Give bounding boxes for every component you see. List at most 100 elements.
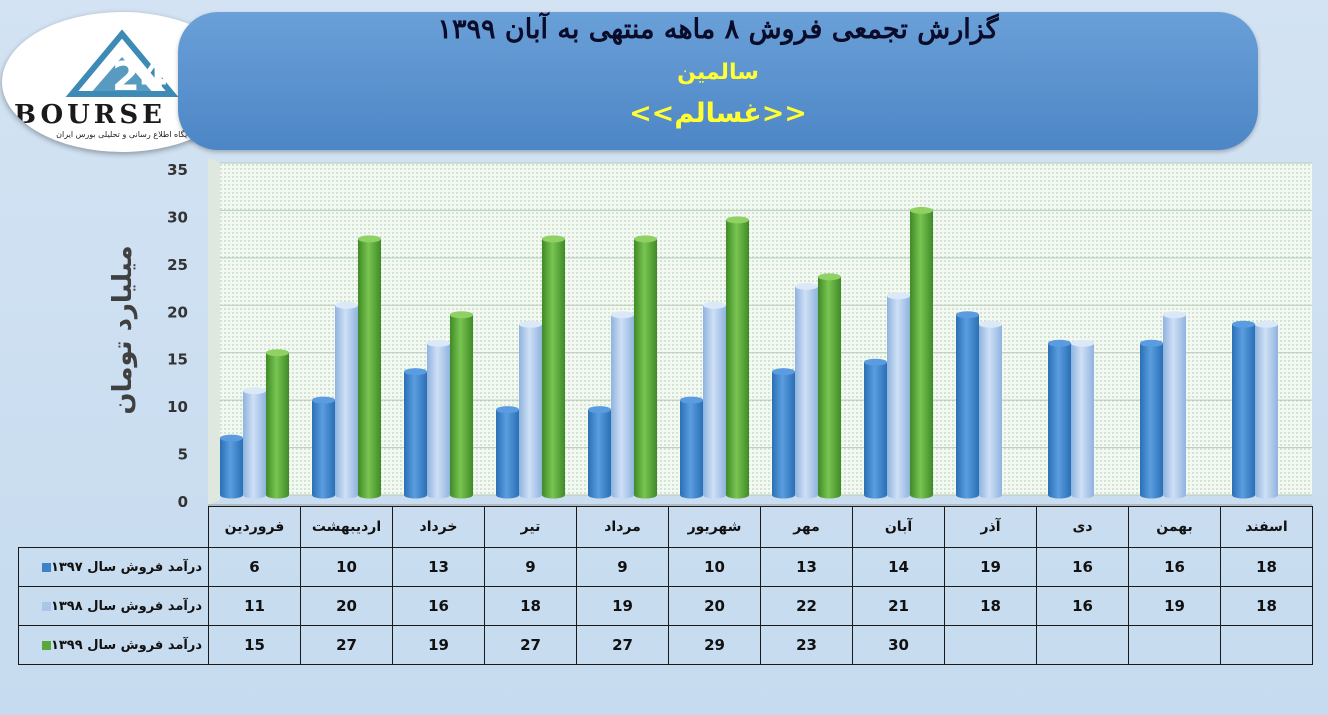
bar-top bbox=[335, 301, 358, 309]
data-label: 14 bbox=[852, 547, 945, 587]
bar-top bbox=[887, 292, 910, 300]
table-row: درآمد فروش سال ۱۳۹۹ 15 27 19 27 27 29 23 30 bbox=[18, 625, 1313, 665]
bar-top bbox=[519, 320, 542, 328]
y-tick-label: 0 bbox=[178, 493, 188, 511]
data-label: 19 bbox=[576, 586, 669, 626]
data-label: 16 bbox=[1036, 547, 1129, 587]
data-label: 18 bbox=[944, 586, 1037, 626]
table-row: درآمد فروش سال ۱۳۹۸ 11 20 16 18 19 20 22 21 18 16 1… bbox=[18, 586, 1313, 626]
bar-body bbox=[1255, 324, 1278, 495]
bar-top bbox=[496, 406, 519, 414]
y-tick-label: 35 bbox=[167, 161, 188, 179]
x-tick-label: خرداد bbox=[392, 506, 485, 548]
y-tick-label: 30 bbox=[167, 208, 188, 226]
bar-body bbox=[243, 390, 266, 495]
data-label: 13 bbox=[392, 547, 485, 587]
bar bbox=[266, 349, 289, 499]
y-tick-label: 20 bbox=[167, 303, 188, 321]
x-tick-label: دی bbox=[1036, 506, 1129, 548]
bar-top bbox=[1071, 339, 1094, 347]
bar-body bbox=[818, 276, 841, 495]
y-axis-label-text: میلیارد تومان bbox=[108, 245, 138, 415]
data-label: 29 bbox=[668, 625, 761, 665]
plot-side-wall bbox=[208, 158, 220, 505]
bar-body bbox=[910, 210, 933, 495]
bar-top bbox=[1140, 339, 1163, 347]
bar bbox=[496, 406, 519, 499]
data-label: 19 bbox=[944, 547, 1037, 587]
data-label: 18 bbox=[1220, 547, 1313, 587]
bar-top bbox=[312, 396, 335, 404]
header-banner bbox=[178, 12, 1258, 150]
bar bbox=[611, 311, 634, 499]
data-label: 20 bbox=[300, 586, 393, 626]
legend-label: درآمد فروش سال ۱۳۹۹ bbox=[50, 637, 202, 653]
data-label: 11 bbox=[208, 586, 301, 626]
data-label: 6 bbox=[208, 547, 301, 587]
company-name: سالمین bbox=[677, 60, 759, 85]
data-label bbox=[1220, 625, 1313, 665]
logo-subtitle: پایگاه اطلاع رسانی و تحلیلی بورس ایران bbox=[56, 130, 192, 139]
bar bbox=[542, 235, 565, 499]
bar bbox=[358, 235, 381, 499]
bar bbox=[703, 301, 726, 499]
bar bbox=[243, 387, 266, 499]
bar-top bbox=[404, 368, 427, 376]
data-label: 10 bbox=[300, 547, 393, 587]
data-label: 21 bbox=[852, 586, 945, 626]
bar-body bbox=[1232, 324, 1255, 495]
bar-top bbox=[611, 311, 634, 319]
bar bbox=[220, 434, 243, 499]
svg-text:24: 24 bbox=[112, 54, 168, 100]
legend-entry: درآمد فروش سال ۱۳۹۹ bbox=[18, 625, 209, 665]
bar-body bbox=[450, 314, 473, 495]
bar-body bbox=[519, 324, 542, 495]
y-tick-label: 25 bbox=[167, 256, 188, 274]
data-label: 19 bbox=[1128, 586, 1221, 626]
bar-top bbox=[427, 339, 450, 347]
bar bbox=[312, 396, 335, 499]
bar-body bbox=[611, 314, 634, 495]
bar-top bbox=[680, 396, 703, 404]
bar-top bbox=[795, 282, 818, 290]
x-tick-label: تیر bbox=[484, 506, 577, 548]
y-tick-label: 5 bbox=[178, 446, 188, 464]
bar-body bbox=[956, 314, 979, 495]
bar-top bbox=[979, 320, 1002, 328]
data-label: 15 bbox=[208, 625, 301, 665]
bar-top bbox=[726, 216, 749, 224]
bar-top bbox=[818, 273, 841, 281]
bars bbox=[220, 206, 1278, 499]
bar-body bbox=[588, 409, 611, 495]
legend-label: درآمد فروش سال ۱۳۹۸ bbox=[50, 598, 202, 614]
bar-body bbox=[427, 343, 450, 495]
bar bbox=[1163, 311, 1186, 499]
bar-body bbox=[335, 305, 358, 495]
legend-swatch bbox=[41, 640, 51, 650]
data-label: 30 bbox=[852, 625, 945, 665]
x-tick-label: مرداد bbox=[576, 506, 669, 548]
data-label: 9 bbox=[576, 547, 669, 587]
y-tick-label: 15 bbox=[167, 351, 188, 369]
bar-body bbox=[542, 238, 565, 495]
bar-body bbox=[703, 305, 726, 495]
bar bbox=[450, 311, 473, 499]
bar-top bbox=[588, 406, 611, 414]
bar-top bbox=[1048, 339, 1071, 347]
bar bbox=[519, 320, 542, 499]
bar bbox=[335, 301, 358, 499]
chart-title: گزارش تجمعی فروش ۸ ماهه منتهی به آبان ۱۳… bbox=[437, 14, 999, 45]
table-header-row: فروردین اردیبهشت خرداد تیر مرداد شهریور مهر آبا… bbox=[19, 506, 1313, 548]
bar-body bbox=[1048, 343, 1071, 495]
logo-icon: 24 bbox=[65, 29, 179, 100]
bar bbox=[910, 206, 933, 499]
x-tick-label: اسفند bbox=[1220, 506, 1313, 548]
x-tick-label: شهریور bbox=[668, 506, 761, 548]
bar-body bbox=[726, 219, 749, 495]
bar-top bbox=[358, 235, 381, 243]
bar bbox=[634, 235, 657, 499]
bar-body bbox=[496, 409, 519, 495]
bar-body bbox=[979, 324, 1002, 495]
